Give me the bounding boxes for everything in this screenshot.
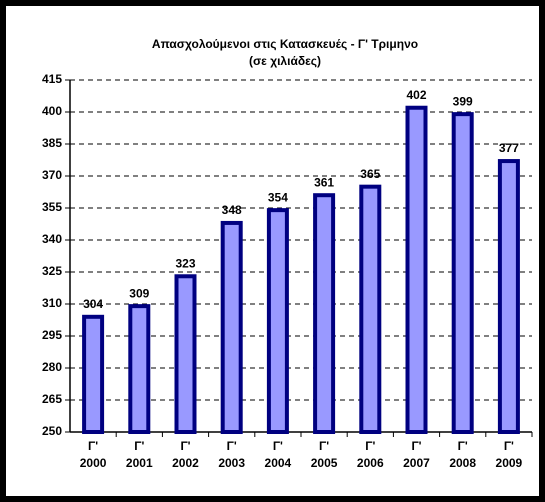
- x-tick-label: Γ' 2002: [172, 439, 199, 470]
- data-label: 365: [360, 167, 380, 181]
- data-label: 348: [222, 203, 242, 217]
- y-tick-label: 280: [42, 360, 62, 374]
- data-label: 399: [453, 94, 473, 108]
- x-tick-label-box: Γ' 2004: [264, 439, 292, 470]
- bar: [405, 105, 428, 434]
- y-tick-label: 250: [42, 424, 62, 438]
- x-tick-label: Γ' 2008: [449, 439, 477, 470]
- x-tick-label: Γ' 2007: [403, 439, 430, 470]
- y-tick-label: 340: [42, 232, 62, 246]
- data-label: 354: [268, 190, 288, 204]
- x-tick-label: Γ' 2004: [264, 439, 292, 470]
- bar: [266, 208, 289, 434]
- x-tick-label-box: Γ' 2006: [356, 439, 384, 470]
- data-label: 304: [83, 297, 103, 311]
- y-tick-label: 295: [42, 328, 62, 342]
- x-tick-label-box: Γ' 2005: [310, 439, 338, 470]
- y-tick-label: 385: [42, 136, 62, 150]
- data-label: 361: [314, 175, 334, 189]
- y-tick-label: 400: [42, 104, 62, 118]
- bar: [174, 274, 197, 434]
- y-tick-label: 355: [42, 200, 62, 214]
- x-tick-label-box: Γ' 2002: [172, 439, 199, 470]
- y-tick-label: 325: [42, 264, 62, 278]
- x-tick-label-box: Γ' 2003: [218, 439, 246, 470]
- x-tick-label: Γ' 2009: [495, 439, 523, 470]
- bar: [82, 314, 105, 434]
- bar: [497, 159, 520, 434]
- x-tick-label-box: Γ' 2008: [449, 439, 477, 470]
- data-label: 402: [406, 88, 426, 102]
- x-tick-label: Γ' 2005: [310, 439, 338, 470]
- x-tick-label: Γ' 2000: [79, 439, 107, 470]
- x-tick-label-box: Γ' 2007: [403, 439, 430, 470]
- x-tick-label-box: Γ' 2000: [79, 439, 107, 470]
- y-tick-label: 370: [42, 168, 62, 182]
- bar: [128, 304, 151, 434]
- data-label: 377: [499, 141, 519, 155]
- data-label: 323: [175, 256, 195, 270]
- x-tick-label: Γ' 2006: [356, 439, 384, 470]
- x-tick-label-box: Γ' 2001: [125, 439, 153, 470]
- chart-subtitle: (σε χιλιάδες): [249, 54, 321, 68]
- bar: [451, 112, 474, 434]
- x-tick-label: Γ' 2001: [125, 439, 153, 470]
- x-tick-label-box: Γ' 2009: [495, 439, 523, 470]
- y-tick-label: 310: [42, 296, 62, 310]
- bar: [220, 220, 243, 434]
- data-label: 309: [129, 286, 149, 300]
- y-tick-label: 265: [42, 392, 62, 406]
- bar: [313, 193, 336, 434]
- bar: [359, 184, 382, 434]
- y-tick-label: 415: [42, 72, 62, 86]
- x-tick-label: Γ' 2003: [218, 439, 246, 470]
- chart-title: Απασχολούμενοι στις Κατασκευές - Γ' Τριμ…: [152, 37, 418, 51]
